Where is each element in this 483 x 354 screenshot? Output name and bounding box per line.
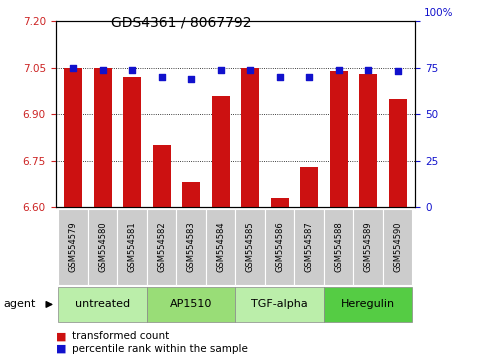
Bar [176, 209, 206, 285]
Text: agent: agent [4, 299, 36, 309]
Bar [153, 145, 170, 207]
Bar [94, 68, 112, 207]
Text: GSM554581: GSM554581 [128, 222, 137, 272]
Text: GSM554588: GSM554588 [334, 222, 343, 272]
Text: GSM554590: GSM554590 [393, 222, 402, 272]
Point [128, 67, 136, 73]
Bar [88, 209, 117, 285]
Text: GSM554580: GSM554580 [98, 222, 107, 272]
Text: percentile rank within the sample: percentile rank within the sample [72, 344, 248, 354]
Point [217, 67, 225, 73]
Bar [359, 74, 377, 207]
Text: transformed count: transformed count [72, 331, 170, 341]
Text: GSM554587: GSM554587 [305, 222, 313, 272]
Text: GSM554579: GSM554579 [69, 222, 78, 272]
Text: GSM554583: GSM554583 [187, 222, 196, 272]
Bar [389, 99, 407, 207]
Bar [265, 209, 295, 285]
Text: 100%: 100% [424, 8, 453, 18]
Bar [123, 77, 141, 207]
Bar [242, 68, 259, 207]
Bar [236, 287, 324, 322]
Text: Heregulin: Heregulin [341, 299, 395, 309]
Point [158, 74, 166, 80]
Bar [147, 287, 236, 322]
Point [187, 76, 195, 82]
Bar [324, 287, 412, 322]
Point [246, 67, 254, 73]
Point [99, 67, 107, 73]
Bar [183, 182, 200, 207]
Text: untreated: untreated [75, 299, 130, 309]
Text: GSM554585: GSM554585 [246, 222, 255, 272]
Bar [300, 167, 318, 207]
Text: GDS4361 / 8067792: GDS4361 / 8067792 [111, 16, 252, 30]
Bar [58, 209, 88, 285]
Point [305, 74, 313, 80]
Text: ■: ■ [56, 344, 66, 354]
Bar [330, 71, 348, 207]
Point [335, 67, 342, 73]
Point [394, 69, 401, 74]
Text: TGF-alpha: TGF-alpha [251, 299, 308, 309]
Bar [324, 209, 354, 285]
Text: GSM554589: GSM554589 [364, 222, 373, 272]
Text: GSM554584: GSM554584 [216, 222, 225, 272]
Bar [206, 209, 236, 285]
Text: GSM554586: GSM554586 [275, 222, 284, 272]
Bar [236, 209, 265, 285]
Bar [295, 209, 324, 285]
Bar [147, 209, 176, 285]
Bar [64, 68, 82, 207]
Point [276, 74, 284, 80]
Point [364, 67, 372, 73]
Bar [354, 209, 383, 285]
Bar [212, 96, 229, 207]
Bar [271, 198, 288, 207]
Bar [117, 209, 147, 285]
Bar [383, 209, 412, 285]
Text: GSM554582: GSM554582 [157, 222, 166, 272]
Text: AP1510: AP1510 [170, 299, 213, 309]
Text: ■: ■ [56, 331, 66, 341]
Point [70, 65, 77, 70]
Bar [58, 287, 147, 322]
